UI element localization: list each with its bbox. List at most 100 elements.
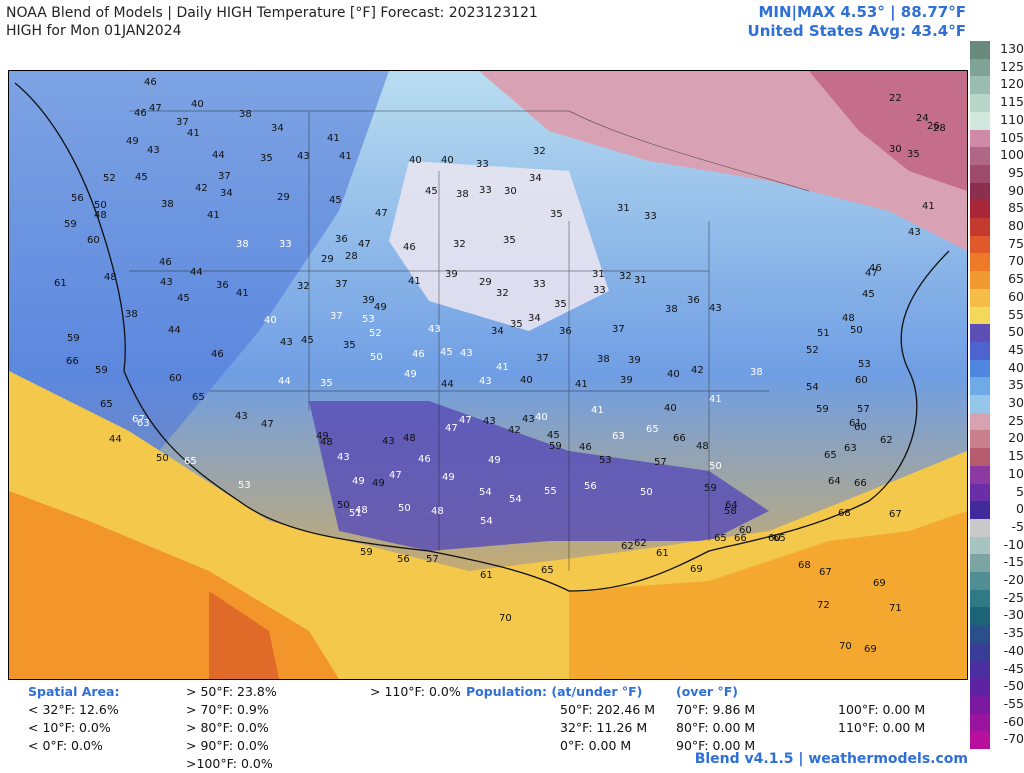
station-temperature-label: 29 — [321, 254, 334, 265]
station-temperature-label: 65 — [192, 392, 205, 403]
station-temperature-label: 39 — [628, 355, 641, 366]
station-temperature-label: 56 — [397, 554, 410, 565]
station-temperature-label: 46 — [159, 257, 172, 268]
map-title: NOAA Blend of Models | Daily HIGH Temper… — [6, 5, 538, 21]
pop-80: 80°F: 0.00 M — [676, 720, 756, 735]
scale-swatch — [970, 306, 990, 325]
station-temperature-label: 34 — [529, 173, 542, 184]
station-temperature-label: 46 — [869, 263, 882, 274]
station-temperature-label: 45 — [440, 347, 453, 358]
spatial-gt80: > 80°F: 0.0% — [186, 720, 269, 735]
scale-label: 45 — [1008, 341, 1024, 357]
scale-swatch — [970, 731, 990, 750]
station-temperature-label: 38 — [456, 189, 469, 200]
station-temperature-label: 38 — [125, 309, 138, 320]
station-temperature-label: 40 — [191, 99, 204, 110]
scale-swatch — [970, 678, 990, 697]
station-temperature-label: 47 — [375, 208, 388, 219]
station-temperature-label: 43 — [160, 277, 173, 288]
scale-swatch — [970, 182, 990, 201]
station-temperature-label: 33 — [644, 211, 657, 222]
station-temperature-label: 55 — [544, 486, 557, 497]
scale-swatch — [970, 377, 990, 396]
scale-label: -5 — [1011, 518, 1024, 534]
station-temperature-label: 41 — [922, 201, 935, 212]
scale-swatch — [970, 111, 990, 130]
station-temperature-label: 39 — [620, 375, 633, 386]
station-temperature-label: 72 — [817, 600, 830, 611]
station-temperature-label: 37 — [536, 353, 549, 364]
station-temperature-label: 28 — [345, 251, 358, 262]
station-temperature-label: 45 — [425, 186, 438, 197]
station-temperature-label: 50 — [850, 325, 863, 336]
station-temperature-label: 35 — [550, 209, 563, 220]
temperature-map[interactable]: 46 47 46 40 37 41 38 49 43 44 37 34 41 52 45 42 34 35 43 41… — [8, 70, 968, 680]
station-temperature-label: 53 — [599, 455, 612, 466]
station-temperature-label: 33 — [479, 185, 492, 196]
station-temperature-label: 29 — [277, 192, 290, 203]
station-temperature-label: 33 — [533, 279, 546, 290]
station-temperature-label: 37 — [218, 171, 231, 182]
station-temperature-label: 47 — [459, 415, 472, 426]
station-temperature-label: 43 — [709, 303, 722, 314]
station-temperature-label: 59 — [95, 365, 108, 376]
station-temperature-label: 63 — [137, 418, 150, 429]
station-temperature-label: 42 — [508, 425, 521, 436]
station-temperature-label: 64 — [725, 500, 738, 511]
station-temperature-label: 68 — [798, 560, 811, 571]
station-temperature-label: 61 — [480, 570, 493, 581]
station-temperature-label: 37 — [176, 117, 189, 128]
spatial-gt100: >100°F: 0.0% — [186, 756, 273, 771]
mexico-hot-spot — [209, 591, 279, 679]
scale-label: 65 — [1008, 271, 1024, 287]
station-temperature-label: 50 — [709, 461, 722, 472]
station-temperature-label: 41 — [236, 288, 249, 299]
scale-swatch — [970, 501, 990, 520]
station-temperature-label: 67 — [819, 567, 832, 578]
station-temperature-label: 31 — [617, 203, 630, 214]
station-temperature-label: 71 — [889, 603, 902, 614]
station-temperature-label: 22 — [889, 93, 902, 104]
pop-90: 90°F: 0.00 M — [676, 738, 756, 753]
station-temperature-label: 46 — [579, 442, 592, 453]
station-temperature-label: 70 — [839, 641, 852, 652]
station-temperature-label: 62 — [621, 541, 634, 552]
south-purple-region — [309, 401, 769, 551]
station-temperature-label: 35 — [320, 378, 333, 389]
spatial-gt50: > 50°F: 23.8% — [186, 684, 277, 699]
station-temperature-label: 34 — [220, 188, 233, 199]
station-temperature-label: 52 — [806, 345, 819, 356]
station-temperature-label: 45 — [862, 289, 875, 300]
station-temperature-label: 34 — [491, 326, 504, 337]
spatial-gt110: > 110°F: 0.0% — [370, 684, 461, 699]
scale-swatch — [970, 395, 990, 414]
scale-label: -45 — [1003, 660, 1024, 676]
station-temperature-label: 35 — [343, 340, 356, 351]
station-temperature-label: 42 — [195, 183, 208, 194]
station-temperature-label: 44 — [109, 434, 122, 445]
scale-label: 15 — [1008, 448, 1024, 464]
station-temperature-label: 29 — [479, 277, 492, 288]
spatial-lt10: < 10°F: 0.0% — [28, 720, 111, 735]
population-under-block: 50°F: 202.46 M 32°F: 11.26 M 0°F: 0.00 M — [560, 701, 655, 755]
scale-swatch — [970, 76, 990, 95]
station-temperature-label: 52 — [103, 173, 116, 184]
station-temperature-label: 37 — [330, 311, 343, 322]
spatial-area-block: Spatial Area: < 32°F: 12.6% < 10°F: 0.0%… — [28, 683, 119, 755]
model-credit[interactable]: Blend v4.1.5 | weathermodels.com — [694, 751, 968, 767]
station-temperature-label: 50 — [337, 500, 350, 511]
plains-pale-region — [389, 161, 609, 331]
scale-swatch — [970, 58, 990, 77]
station-temperature-label: 57 — [857, 404, 870, 415]
scale-label: -70 — [1003, 731, 1024, 747]
station-temperature-label: 67 — [132, 414, 145, 425]
scale-label: 85 — [1008, 200, 1024, 216]
station-temperature-label: 28 — [933, 123, 946, 134]
station-temperature-label: 38 — [161, 199, 174, 210]
station-temperature-label: 35 — [503, 235, 516, 246]
station-temperature-label: 65 — [100, 399, 113, 410]
station-temperature-label: 54 — [509, 494, 522, 505]
scale-swatch — [970, 518, 990, 538]
scale-label: 110 — [1000, 111, 1024, 127]
